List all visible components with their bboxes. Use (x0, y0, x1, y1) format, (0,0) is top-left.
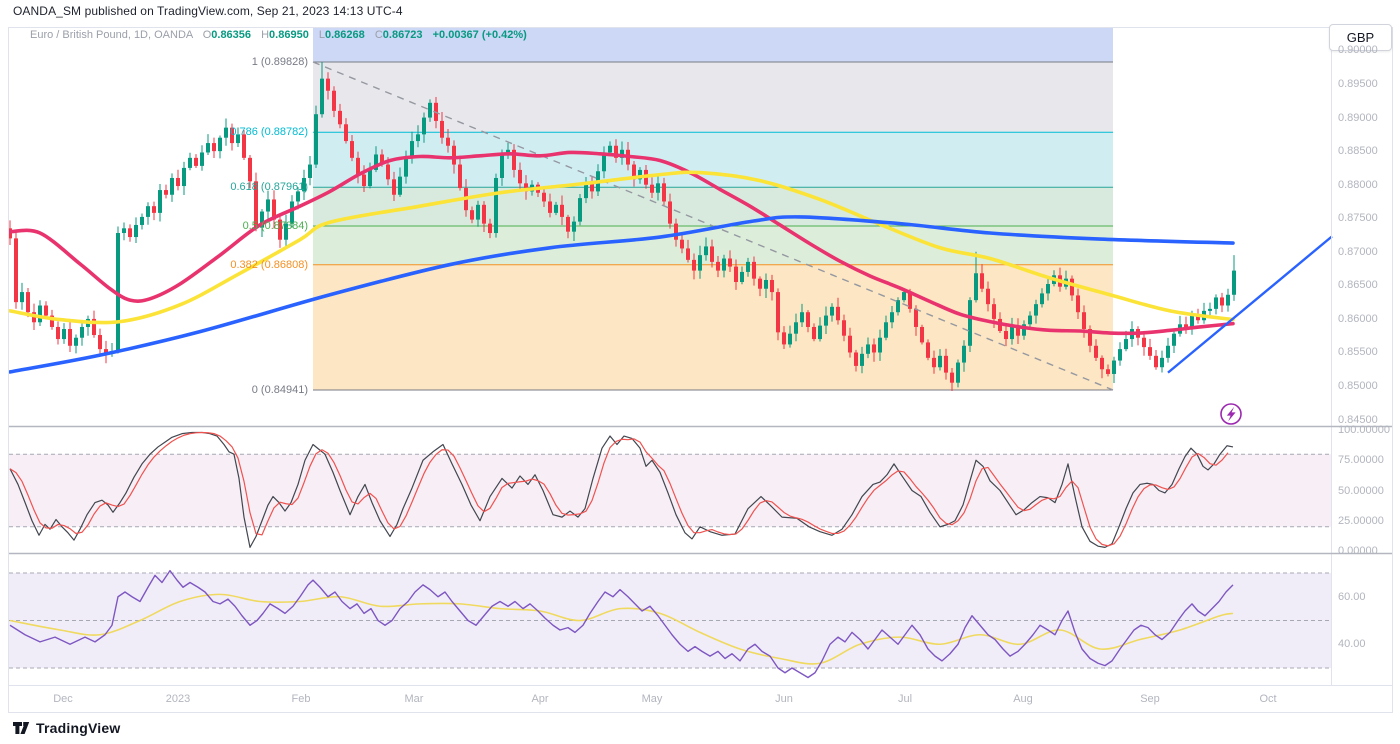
close-label: C (374, 29, 383, 41)
price-tick-label: 0.85000 (1338, 380, 1378, 393)
price-tick-label: 0.88000 (1338, 178, 1378, 191)
time-tick-label: Apr (531, 693, 549, 705)
tradingview-wordmark: TradingView (36, 719, 121, 736)
price-tick-label: 0.87500 (1338, 212, 1378, 225)
tradingview-logo-icon (13, 722, 30, 734)
open-value: 0.86356 (211, 29, 252, 41)
price-tick-label: 0.84500 (1338, 413, 1378, 426)
price-tick-label: 0.90000 (1338, 44, 1378, 57)
low-value: 0.86268 (325, 29, 365, 41)
fib-level-label: 0.786 (0.88782) (230, 126, 308, 139)
ma-yellow-line (8, 170, 1235, 325)
stochastic-tick-label: 75.00000 (1338, 454, 1384, 467)
price-tick-label: 0.88500 (1338, 145, 1378, 158)
time-tick-label: Dec (53, 693, 73, 705)
price-tick-label: 0.86000 (1338, 312, 1378, 325)
currency-toggle-button[interactable]: GBP (1329, 24, 1392, 51)
rsi-tick-label: 40.00 (1338, 638, 1366, 651)
high-label: H (261, 29, 270, 41)
time-tick-label: Aug (1013, 693, 1033, 705)
symbol-title: Euro / British Pound, 1D, OANDA (30, 29, 193, 41)
time-tick-label: Oct (1259, 693, 1277, 705)
time-tick-label: 2023 (165, 693, 191, 705)
price-tick-label: 0.85500 (1338, 346, 1378, 359)
change-value: +0.00367 (+0.42%) (432, 29, 527, 41)
lightning-button[interactable] (1220, 403, 1242, 425)
fib-level-label: 0.382 (0.86808) (230, 258, 308, 271)
high-value: 0.86950 (269, 29, 309, 41)
stochastic-panel (9, 431, 1331, 548)
frame-layer (8, 27, 1393, 713)
stochastic-d-line (9, 431, 1229, 547)
lightning-icon (1226, 406, 1236, 422)
ma-pink-line (8, 150, 1235, 336)
rsi-line (9, 569, 1234, 679)
rsi-tick-label: 60.00 (1338, 590, 1366, 603)
price-tick-label: 0.87000 (1338, 245, 1378, 258)
price-tick-label: 0.89500 (1338, 78, 1378, 90)
stochastic-k-line (9, 431, 1234, 548)
price-tick-label: 0.86500 (1338, 279, 1378, 292)
symbol-legend: Euro / British Pound, 1D, OANDA O0.86356… (30, 29, 527, 41)
fib-bands-layer (313, 28, 1113, 390)
stochastic-tick-label: 0.00000 (1338, 545, 1378, 557)
stochastic-tick-label: 50.00000 (1338, 484, 1384, 497)
time-tick-label: Jul (897, 693, 913, 705)
time-tick-label: Jun (775, 693, 793, 705)
tradingview-footer[interactable]: TradingView (12, 718, 120, 737)
time-tick-label: Mar (404, 693, 424, 705)
stochastic-tick-label: 100.00000 (1338, 424, 1390, 436)
fib-diagonal-dashed-trendline[interactable] (312, 61, 1114, 391)
time-tick-label: Feb (291, 693, 311, 705)
ascending-blue-trendline[interactable] (1167, 235, 1333, 374)
fib-level-label: 0.5 (0.87384) (242, 220, 308, 233)
fib-level-label: 0.618 (0.87961) (230, 181, 308, 194)
time-tick-label: May (641, 693, 663, 705)
time-tick-label: Sep (1140, 693, 1160, 705)
low-label: L (318, 29, 325, 41)
fib-level-label: 0 (0.84941) (251, 384, 308, 396)
stochastic-tick-label: 25.00000 (1338, 514, 1384, 527)
close-value: 0.86723 (382, 29, 423, 41)
price-tick-label: 0.89000 (1338, 111, 1378, 124)
fib-level-label: 1 (0.89828) (251, 56, 308, 68)
open-label: O (202, 29, 212, 41)
attribution-text: OANDA_SM published on TradingView.com, S… (13, 4, 403, 18)
ma-blue-line (8, 215, 1235, 374)
rsi-panel (9, 569, 1331, 679)
